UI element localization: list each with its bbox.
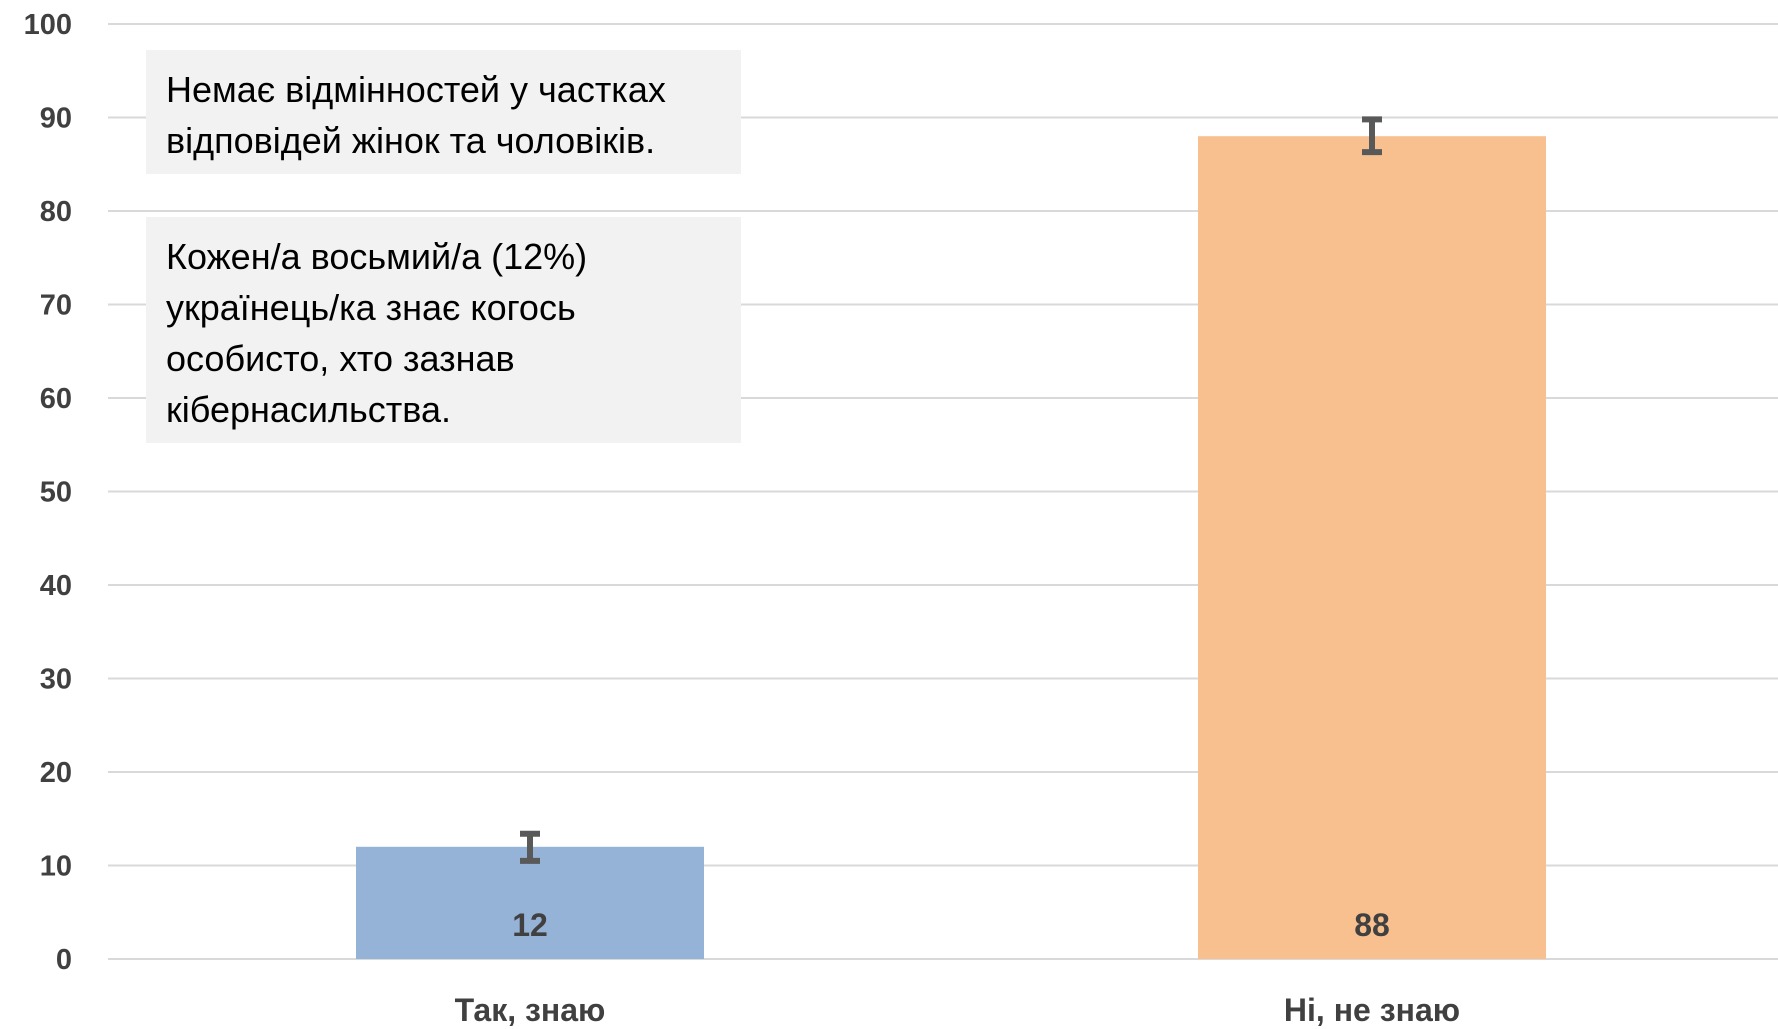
annotation-line: особисто, хто зазнав	[166, 338, 515, 379]
y-axis-tick-labels: 0 10 20 30 40 50 60 70 80 90 100	[24, 9, 72, 976]
y-tick-label: 20	[40, 757, 72, 789]
y-tick-label: 60	[40, 383, 72, 415]
error-bar	[1362, 116, 1382, 156]
x-category-label: Ні, не знаю	[1284, 992, 1460, 1028]
y-tick-label: 10	[40, 851, 72, 883]
bar	[356, 846, 704, 959]
annotation-line: Кожен/а восьмий/а (12%)	[166, 236, 588, 277]
data-labels: 12 88	[512, 907, 1390, 943]
error-bar	[520, 830, 540, 864]
x-axis-category-labels: Так, знаю Ні, не знаю	[455, 992, 1460, 1028]
bars	[356, 136, 1546, 959]
y-tick-label: 0	[56, 944, 72, 976]
y-tick-label: 90	[40, 103, 72, 135]
y-tick-label: 50	[40, 477, 72, 509]
annotation-line: Немає відмінностей у частках	[166, 69, 666, 110]
annotation-box-no-gender-difference: Немає відмінностей у частках відповідей …	[146, 50, 741, 174]
y-tick-label: 70	[40, 290, 72, 322]
annotation-line: українець/ка знає когось	[166, 287, 576, 328]
x-category-label: Так, знаю	[455, 992, 606, 1028]
y-tick-label: 40	[40, 570, 72, 602]
y-tick-label: 100	[24, 9, 72, 41]
y-tick-label: 30	[40, 664, 72, 696]
data-label: 12	[512, 907, 548, 943]
annotation-box-one-in-eight: Кожен/а восьмий/а (12%) українець/ка зна…	[146, 217, 741, 443]
annotation-line: відповідей жінок та чоловіків.	[166, 120, 656, 161]
bar	[1198, 136, 1546, 959]
y-tick-label: 80	[40, 196, 72, 228]
error-bars	[520, 116, 1382, 864]
data-label: 88	[1354, 907, 1390, 943]
annotation-line: кібернасильства.	[166, 389, 452, 430]
